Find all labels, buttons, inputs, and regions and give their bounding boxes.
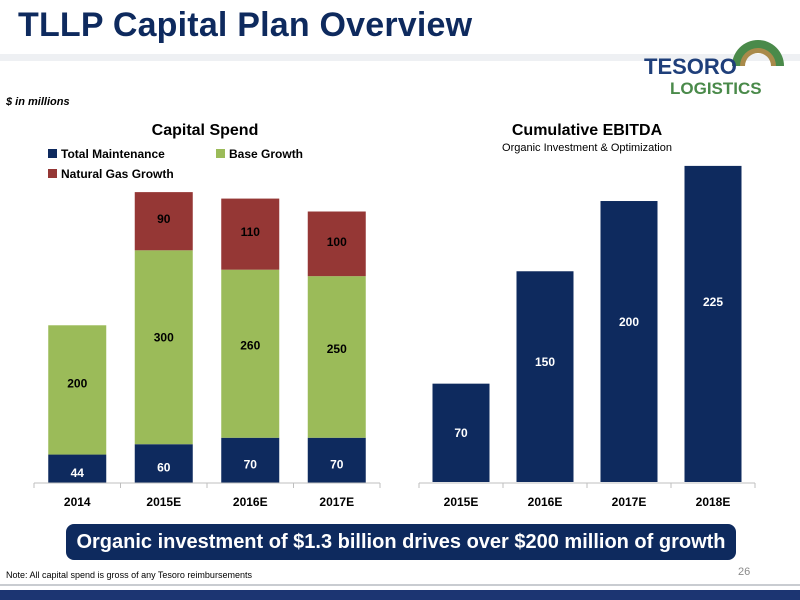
data-label-2017E-1: 250 [327,342,347,356]
bar-2017E-2 [307,211,366,277]
legend-swatch-1 [216,149,225,158]
charts-canvas: Capital Spend Total Maintenance Base Growt… [33,122,756,509]
data-label-2015E-2: 90 [157,212,171,226]
data-label-2014-1: 200 [67,376,87,390]
bar-2015E-1 [134,250,193,445]
bar-2016E-2 [221,198,280,270]
data-label-2014-0: 44 [71,466,85,480]
bar-2015E-2 [134,192,193,251]
ebitda-bar-2015E [432,383,490,482]
ebitda-label-2015E: 70 [454,426,468,440]
ebitda-bar-2018E [684,165,742,482]
legend-swatch-2 [48,169,57,178]
data-label-2015E-0: 60 [157,461,171,475]
legend-swatch-0 [48,149,57,158]
logo-arc-tan [740,48,776,66]
footer-bar [0,590,800,600]
bar-2016E-1 [221,269,280,438]
logo-text-logistics: LOGISTICS [670,79,762,98]
ebitda-x-tick-2018E: 2018E [696,495,731,509]
legend-label-0: Total Maintenance [61,147,165,161]
data-label-2016E-1: 260 [240,338,260,352]
ebitda-bar-2017E [600,201,658,482]
page-title: TLLP Capital Plan Overview [18,6,473,44]
chart-title-capital-spend: Capital Spend [152,122,259,139]
x-tick-2016E: 2016E [233,495,268,509]
ebitda-label-2018E: 225 [703,295,723,309]
ebitda-label-2016E: 150 [535,355,555,369]
tesoro-logo-mark: TESORO LOGISTICS [644,40,784,98]
bar-2016E-0 [221,437,280,483]
legend-label-1: Base Growth [229,147,303,161]
logo-text-tesoro: TESORO [644,54,737,79]
chart-title-cumulative-ebitda: Cumulative EBITDA [512,122,663,139]
bar-2014-1 [48,325,107,455]
data-label-2016E-2: 110 [241,225,261,239]
header-band [0,54,800,61]
bar-2014-0 [48,454,107,483]
logo-arc-green [732,40,784,66]
tesoro-logistics-logo: TESORO LOGISTICS [640,40,792,98]
x-tick-2017E: 2017E [319,495,354,509]
x-tick-2014: 2014 [64,495,91,509]
data-label-2016E-0: 70 [244,457,258,471]
ebitda-bar-2016E [516,271,574,482]
ebitda-x-tick-2016E: 2016E [528,495,563,509]
ebitda-x-tick-2015E: 2015E [444,495,479,509]
units-note: $ in millions [6,96,70,108]
footer-divider [0,584,800,586]
data-label-2015E-1: 300 [154,331,174,345]
legend-label-2: Natural Gas Growth [61,167,174,181]
bar-2015E-0 [134,444,193,483]
footnote: Note: All capital spend is gross of any … [6,570,252,580]
data-label-2017E-0: 70 [330,457,344,471]
bar-2017E-0 [307,437,366,483]
ebitda-x-tick-2017E: 2017E [612,495,647,509]
data-label-2017E-2: 100 [327,235,347,249]
page-number: 26 [738,566,751,578]
ebitda-label-2017E: 200 [619,315,639,329]
chart-subtitle-ebitda: Organic Investment & Optimization [502,142,672,154]
bar-2017E-1 [307,276,366,438]
x-tick-2015E: 2015E [146,495,181,509]
key-takeaway-callout: Organic investment of $1.3 billion drive… [66,524,736,560]
